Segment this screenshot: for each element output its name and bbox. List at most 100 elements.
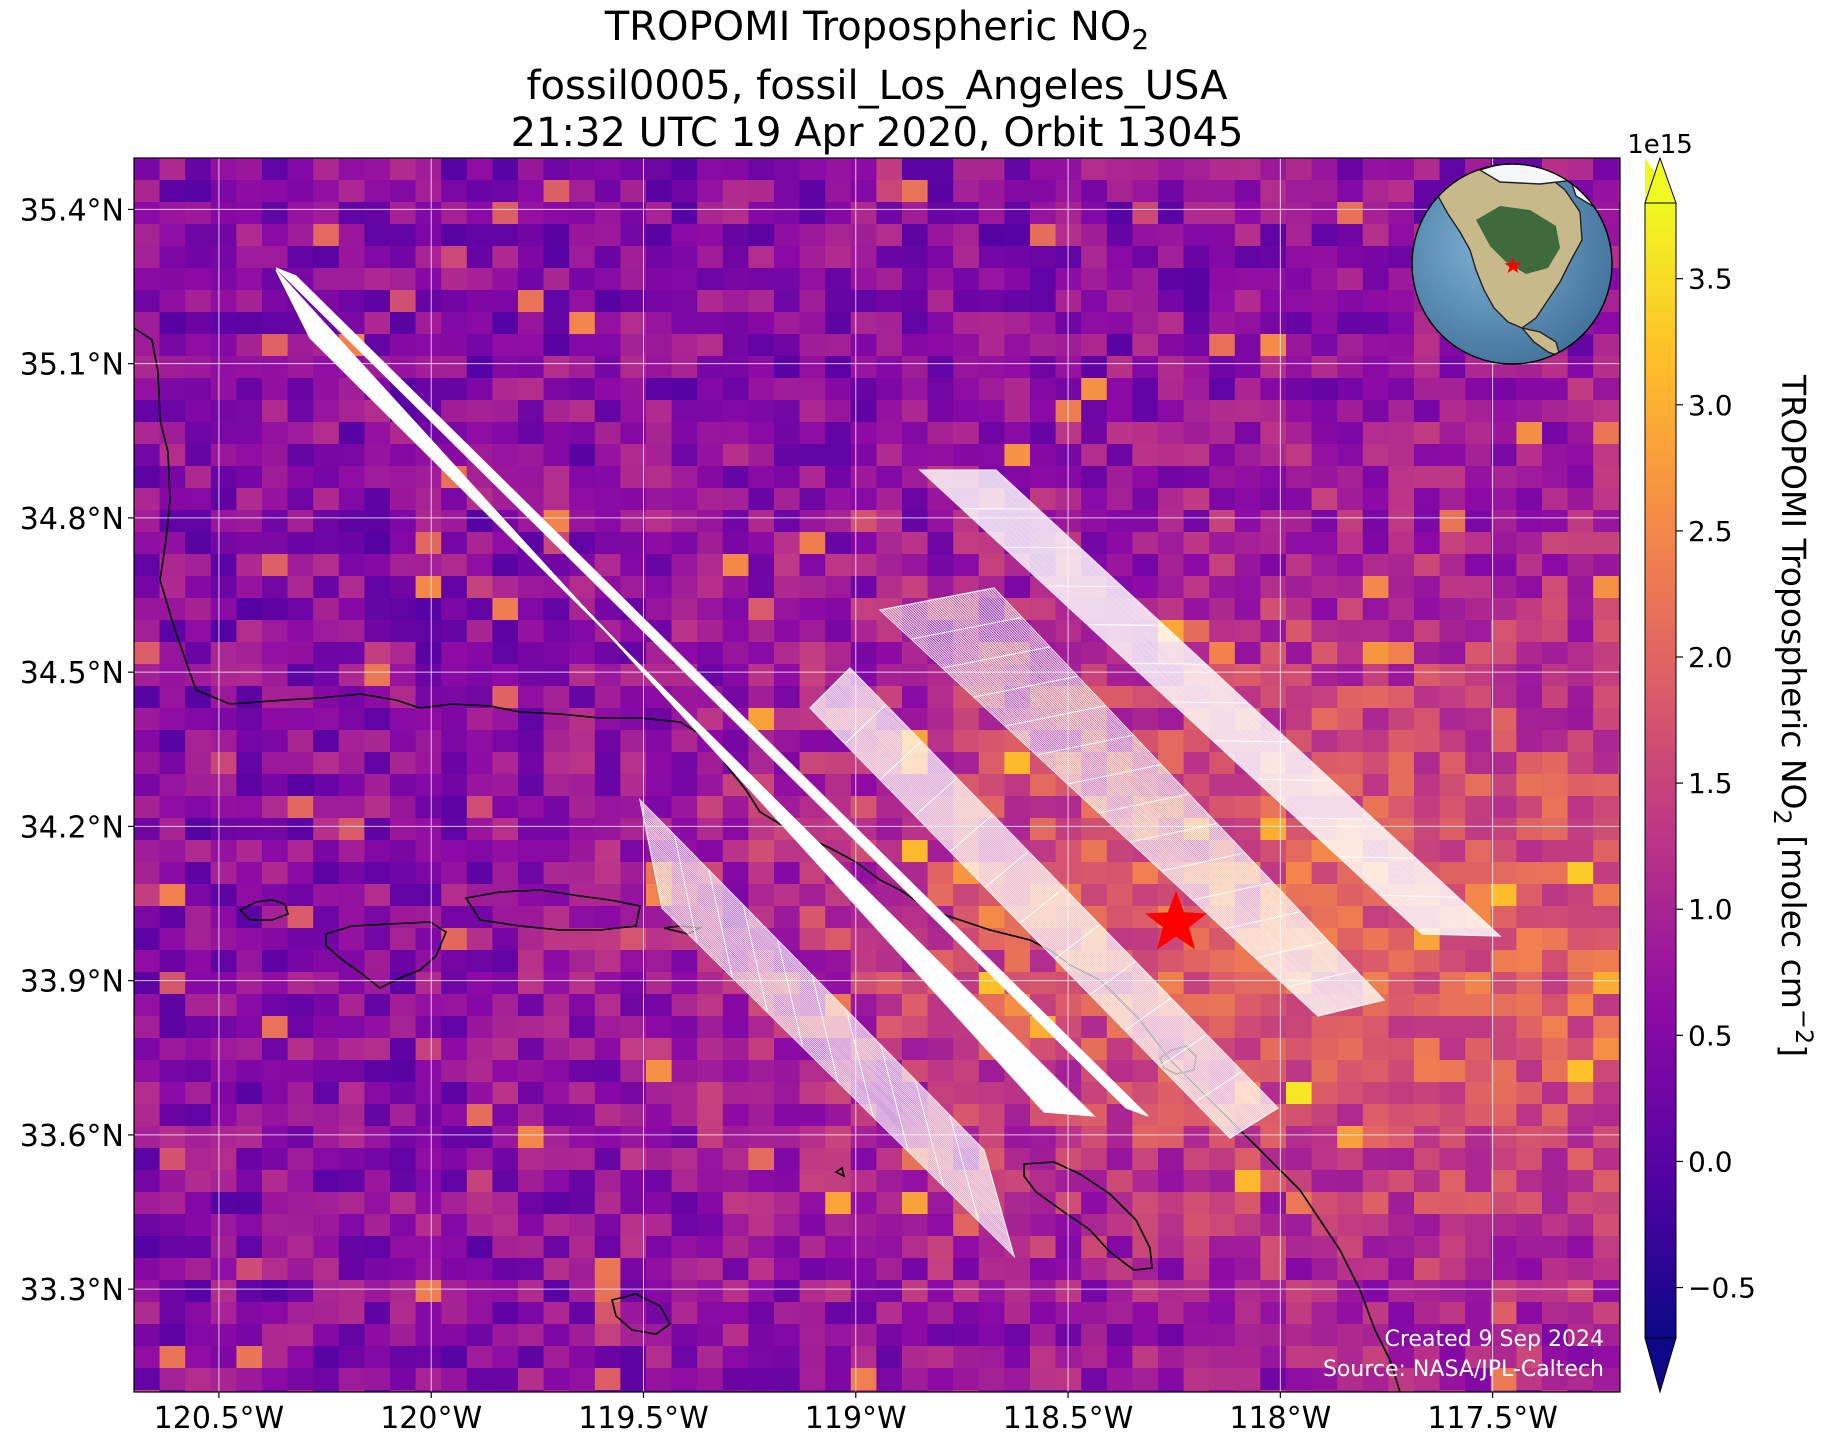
no2-pixel: [1260, 356, 1287, 379]
no2-pixel: [1362, 708, 1389, 731]
no2-pixel: [1337, 378, 1364, 401]
no2-pixel: [1388, 708, 1415, 731]
no2-pixel: [313, 1016, 340, 1039]
no2-pixel: [1311, 1082, 1338, 1105]
no2-pixel: [1234, 510, 1261, 533]
no2-pixel: [210, 1148, 237, 1171]
no2-pixel: [159, 1390, 186, 1392]
no2-pixel: [134, 1192, 161, 1215]
no2-pixel: [825, 1082, 852, 1105]
no2-pixel: [1439, 598, 1466, 621]
no2-pixel: [1439, 1104, 1466, 1127]
no2-pixel: [876, 576, 903, 599]
no2-pixel: [1439, 1214, 1466, 1237]
no2-pixel: [978, 202, 1005, 225]
no2-pixel: [1158, 1280, 1185, 1303]
no2-pixel: [1593, 840, 1620, 863]
no2-pixel: [1030, 202, 1057, 225]
no2-pixel: [876, 312, 903, 335]
no2-pixel: [262, 994, 289, 1017]
no2-pixel: [1618, 1390, 1620, 1392]
no2-pixel: [518, 158, 545, 181]
no2-pixel: [774, 1346, 801, 1369]
no2-pixel: [313, 1104, 340, 1127]
no2-pixel: [287, 1060, 314, 1083]
no2-pixel: [441, 378, 468, 401]
no2-pixel: [415, 730, 442, 753]
no2-pixel: [1132, 1390, 1159, 1392]
no2-pixel: [210, 488, 237, 511]
no2-pixel: [825, 928, 852, 951]
no2-pixel: [953, 708, 980, 731]
no2-pixel: [902, 1324, 929, 1347]
no2-pixel: [1388, 334, 1415, 357]
no2-pixel: [1337, 1016, 1364, 1039]
no2-pixel: [1388, 356, 1415, 379]
no2-pixel: [466, 1368, 493, 1391]
no2-pixel: [236, 906, 263, 929]
no2-pixel: [159, 268, 186, 291]
no2-pixel: [1311, 1346, 1338, 1369]
no2-pixel: [1311, 862, 1338, 885]
no2-pixel: [1414, 1192, 1441, 1215]
no2-pixel: [594, 1258, 621, 1281]
no2-pixel: [1260, 1346, 1287, 1369]
no2-pixel: [466, 1126, 493, 1149]
no2-pixel: [134, 1038, 161, 1061]
no2-pixel: [1465, 730, 1492, 753]
no2-pixel: [236, 312, 263, 335]
no2-pixel: [1106, 356, 1133, 379]
no2-pixel: [1542, 928, 1569, 951]
no2-pixel: [671, 224, 698, 247]
no2-pixel: [620, 400, 647, 423]
no2-pixel: [978, 290, 1005, 313]
no2-pixel: [441, 356, 468, 379]
no2-pixel: [978, 378, 1005, 401]
no2-pixel: [1593, 532, 1620, 555]
no2-pixel: [671, 752, 698, 775]
no2-pixel: [927, 378, 954, 401]
no2-pixel: [850, 334, 877, 357]
no2-pixel: [799, 400, 826, 423]
no2-pixel: [1490, 576, 1517, 599]
no2-pixel: [1209, 1368, 1236, 1391]
no2-pixel: [415, 796, 442, 819]
no2-pixel: [722, 554, 749, 577]
no2-pixel: [364, 554, 391, 577]
no2-pixel: [287, 928, 314, 951]
no2-pixel: [185, 1236, 212, 1259]
no2-pixel: [441, 994, 468, 1017]
no2-pixel: [927, 1192, 954, 1215]
no2-pixel: [825, 598, 852, 621]
no2-pixel: [1465, 818, 1492, 841]
no2-pixel: [364, 884, 391, 907]
no2-pixel: [1362, 598, 1389, 621]
no2-pixel: [1030, 1280, 1057, 1303]
no2-pixel: [1618, 928, 1620, 951]
no2-pixel: [1209, 1236, 1236, 1259]
no2-pixel: [1030, 312, 1057, 335]
no2-pixel: [671, 202, 698, 225]
no2-pixel: [825, 246, 852, 269]
no2-pixel: [1439, 1346, 1466, 1369]
no2-pixel: [1030, 290, 1057, 313]
no2-pixel: [1362, 1346, 1389, 1369]
no2-pixel: [1465, 862, 1492, 885]
no2-pixel: [1209, 752, 1236, 775]
no2-pixel: [1388, 598, 1415, 621]
no2-pixel: [543, 818, 570, 841]
no2-pixel: [594, 378, 621, 401]
no2-pixel: [1362, 1104, 1389, 1127]
no2-pixel: [1388, 950, 1415, 973]
no2-pixel: [1567, 752, 1594, 775]
no2-pixel: [210, 1016, 237, 1039]
no2-pixel: [338, 1324, 365, 1347]
no2-pixel: [287, 950, 314, 973]
no2-pixel: [1055, 1060, 1082, 1083]
no2-pixel: [1439, 796, 1466, 819]
no2-pixel: [364, 466, 391, 489]
no2-pixel: [748, 1324, 775, 1347]
no2-pixel: [492, 180, 519, 203]
no2-pixel: [876, 224, 903, 247]
